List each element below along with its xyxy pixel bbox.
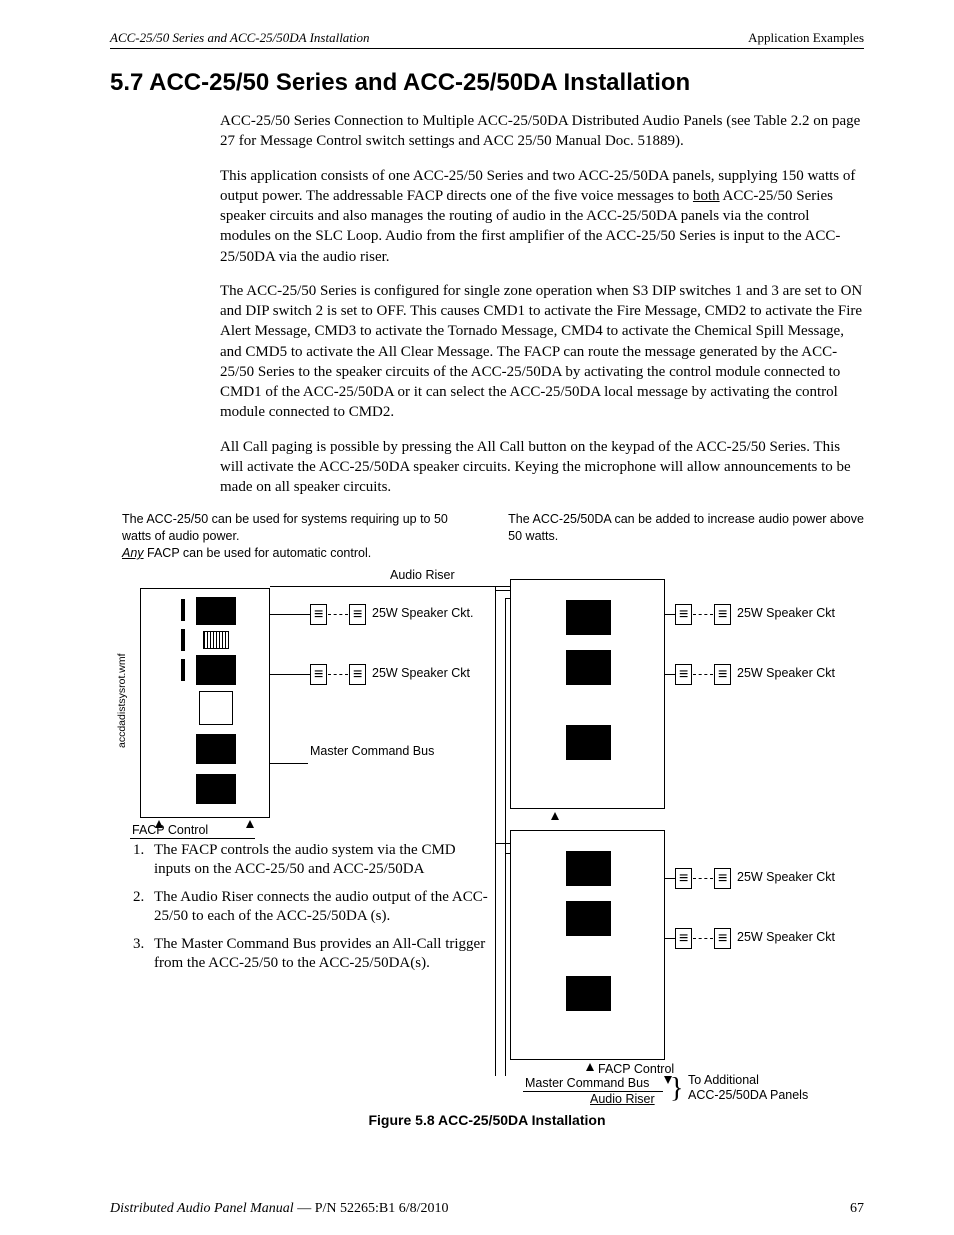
panel-da-2	[510, 830, 665, 1060]
speaker-icon	[310, 604, 327, 625]
speaker-icon	[349, 604, 366, 625]
figure-caption: Figure 5.8 ACC-25/50DA Installation	[110, 1112, 864, 1128]
body-column: ACC-25/50 Series Connection to Multiple …	[220, 111, 864, 497]
label-to-additional-1: To Additional	[688, 1073, 759, 1087]
page-number: 67	[850, 1201, 864, 1217]
note-3: The Master Command Bus provides an All-C…	[148, 935, 490, 974]
speaker-icon	[675, 604, 692, 625]
para-1: ACC-25/50 Series Connection to Multiple …	[220, 111, 864, 152]
diagram: accdadistsysrot.wmf Aud	[110, 568, 850, 1098]
speaker-icon	[310, 664, 327, 685]
label-spk1: 25W Speaker Ckt.	[372, 606, 473, 620]
speaker-icon	[349, 664, 366, 685]
note-2: The Audio Riser connects the audio outpu…	[148, 888, 490, 927]
speaker-icon	[675, 868, 692, 889]
para-2-underline: both	[693, 188, 720, 204]
annot-left-line1: The ACC-25/50 can be used for systems re…	[122, 511, 448, 545]
label-to-additional-2: ACC-25/50DA Panels	[688, 1088, 808, 1102]
label-spk3: 25W Speaker Ckt	[737, 606, 835, 620]
annot-any: Any	[122, 546, 144, 560]
label-facp-control-2: FACP Control	[598, 1062, 674, 1076]
annotation-right: The ACC-25/50DA can be added to increase…	[508, 511, 864, 562]
section-heading: 5.7 ACC-25/50 Series and ACC-25/50DA Ins…	[110, 69, 864, 97]
label-spk5: 25W Speaker Ckt	[737, 870, 835, 884]
label-master-cmd: Master Command Bus	[310, 744, 434, 758]
annotation-left: The ACC-25/50 can be used for systems re…	[122, 511, 448, 562]
speaker-icon	[675, 928, 692, 949]
speaker-icon	[714, 868, 731, 889]
para-4: All Call paging is possible by pressing …	[220, 437, 864, 498]
footer-title: Distributed Audio Panel Manual	[110, 1201, 294, 1216]
speaker-icon	[675, 664, 692, 685]
header-left: ACC-25/50 Series and ACC-25/50DA Install…	[110, 30, 370, 46]
label-spk6: 25W Speaker Ckt	[737, 930, 835, 944]
panel-da-1	[510, 579, 665, 809]
footer-left: Distributed Audio Panel Manual — P/N 522…	[110, 1201, 448, 1217]
label-master-cmd-2: Master Command Bus	[525, 1076, 649, 1090]
header-right: Application Examples	[748, 30, 864, 46]
annot-left-rest: FACP can be used for automatic control.	[144, 546, 372, 560]
brace-icon: }	[670, 1078, 683, 1100]
diagram-notes: The FACP controls the audio system via t…	[120, 841, 490, 982]
para-2: This application consists of one ACC-25/…	[220, 166, 864, 267]
running-header: ACC-25/50 Series and ACC-25/50DA Install…	[110, 30, 864, 49]
diagram-filename: accdadistsysrot.wmf	[116, 653, 128, 748]
panel-acc2550	[140, 588, 270, 818]
page-footer: Distributed Audio Panel Manual — P/N 522…	[110, 1201, 864, 1217]
speaker-icon	[714, 928, 731, 949]
speaker-icon	[714, 604, 731, 625]
label-audio-riser: Audio Riser	[390, 568, 455, 582]
footer-meta: — P/N 52265:B1 6/8/2010	[294, 1201, 449, 1216]
label-facp-control: FACP Control	[132, 823, 208, 837]
annot-left-line2: Any FACP can be used for automatic contr…	[122, 545, 448, 562]
label-spk2: 25W Speaker Ckt	[372, 666, 470, 680]
label-spk4: 25W Speaker Ckt	[737, 666, 835, 680]
annotation-block: The ACC-25/50 can be used for systems re…	[110, 511, 864, 562]
note-1: The FACP controls the audio system via t…	[148, 841, 490, 880]
speaker-icon	[714, 664, 731, 685]
para-3: The ACC-25/50 Series is configured for s…	[220, 281, 864, 423]
label-audio-riser-2: Audio Riser	[590, 1092, 655, 1106]
